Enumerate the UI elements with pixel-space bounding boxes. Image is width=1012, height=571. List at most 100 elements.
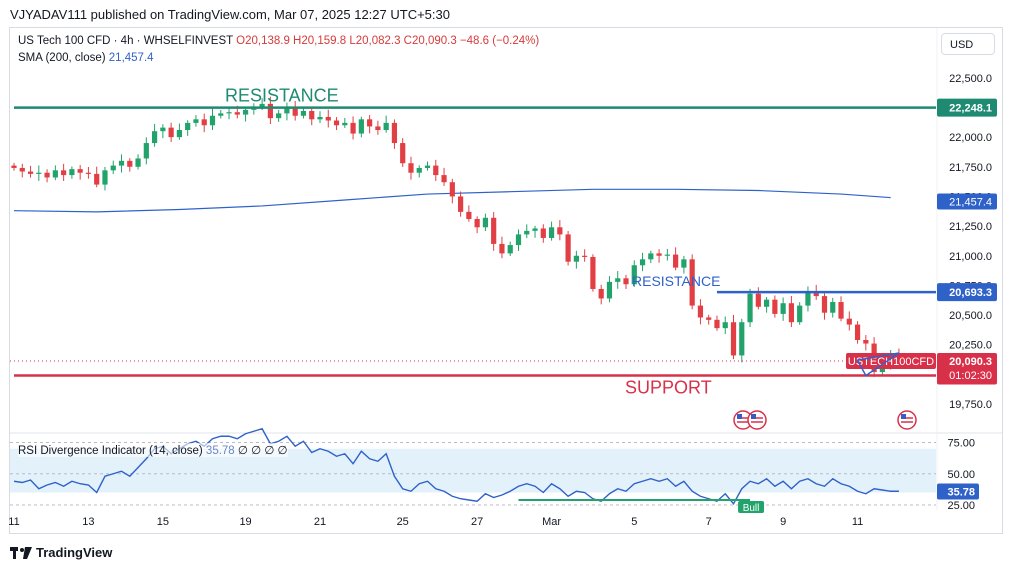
candle-body[interactable] [36, 172, 42, 174]
candle-body[interactable] [11, 165, 17, 168]
candle-body[interactable] [582, 255, 588, 257]
candle-body[interactable] [333, 120, 340, 126]
candle-body[interactable] [160, 127, 166, 132]
candle-body[interactable] [706, 317, 712, 320]
candle-body[interactable] [168, 127, 174, 138]
candle-body[interactable] [722, 322, 728, 329]
candle-body[interactable] [466, 211, 472, 219]
candle-body[interactable] [681, 259, 687, 268]
candle-body[interactable] [441, 175, 447, 183]
candle-body[interactable] [515, 234, 522, 246]
candle-body[interactable] [135, 158, 141, 167]
candle-body[interactable] [788, 303, 795, 323]
candle-body[interactable] [821, 296, 828, 313]
candle-body[interactable] [755, 293, 761, 307]
candle-body[interactable] [805, 291, 811, 306]
candle-body[interactable] [102, 170, 108, 185]
candle-body[interactable] [615, 278, 621, 282]
candle-body[interactable] [77, 169, 83, 173]
candle-body[interactable] [474, 218, 480, 228]
candle-body[interactable] [689, 259, 695, 306]
candle-body[interactable] [590, 256, 596, 289]
candle-body[interactable] [573, 255, 579, 262]
candle-body[interactable] [284, 107, 290, 114]
candle-body[interactable] [143, 143, 149, 159]
candle-body[interactable] [449, 182, 455, 197]
candle-body[interactable] [27, 171, 34, 174]
candle-body[interactable] [52, 170, 58, 178]
candle-body[interactable] [85, 172, 92, 174]
candle-body[interactable] [813, 291, 819, 297]
tradingview-footer[interactable]: TradingView [10, 545, 112, 560]
candle-body[interactable] [350, 122, 356, 134]
candle-body[interactable] [648, 253, 654, 260]
candle-body[interactable] [309, 111, 315, 120]
candle-body[interactable] [532, 228, 538, 231]
candle-body[interactable] [557, 227, 563, 235]
candle-body[interactable] [127, 160, 133, 167]
rsi-label[interactable]: RSI Divergence Indicator (14, close) [18, 445, 203, 457]
candle-body[interactable] [416, 167, 422, 173]
candle-body[interactable] [730, 322, 737, 356]
candle-body[interactable] [491, 217, 497, 244]
candle-body[interactable] [234, 112, 240, 115]
candle-body[interactable] [193, 119, 199, 123]
candle-body[interactable] [300, 111, 307, 116]
candle-body[interactable] [375, 126, 381, 130]
candle-body[interactable] [94, 173, 100, 185]
candle-body[interactable] [44, 172, 50, 178]
candle-body[interactable] [424, 165, 431, 168]
candle-body[interactable] [267, 103, 273, 119]
candle-body[interactable] [598, 288, 604, 299]
candle-body[interactable] [854, 324, 861, 340]
candle-body[interactable] [830, 302, 836, 313]
candle-body[interactable] [433, 165, 439, 176]
sma-label[interactable]: SMA (200, close) [18, 52, 106, 64]
candle-body[interactable] [69, 169, 75, 176]
candle-body[interactable] [714, 319, 720, 329]
candle-body[interactable] [342, 122, 348, 126]
candle-body[interactable] [499, 243, 505, 254]
event-flag-icon[interactable] [747, 410, 767, 430]
triangle-pattern[interactable] [856, 352, 900, 377]
candle-body[interactable] [226, 112, 232, 114]
candle-body[interactable] [185, 122, 191, 130]
candle-body[interactable] [763, 299, 770, 307]
candle-body[interactable] [772, 299, 778, 314]
candle-body[interactable] [317, 116, 323, 120]
event-flag-icon[interactable] [897, 410, 917, 430]
candle-body[interactable] [540, 228, 546, 238]
candle-body[interactable] [631, 265, 637, 285]
candle-body[interactable] [838, 302, 844, 319]
candle-body[interactable] [367, 119, 373, 127]
candle-body[interactable] [697, 305, 704, 318]
candle-body[interactable] [565, 234, 571, 262]
sma-200-line[interactable] [13, 188, 891, 213]
candle-body[interactable] [383, 122, 389, 130]
candle-body[interactable] [673, 254, 679, 268]
candle-body[interactable] [118, 160, 125, 166]
candle-body[interactable] [846, 318, 852, 325]
candle-body[interactable] [276, 113, 282, 119]
candle-body[interactable] [507, 245, 513, 254]
candle-body[interactable] [863, 340, 869, 344]
candle-body[interactable] [606, 281, 613, 299]
candle-body[interactable] [61, 170, 67, 176]
candle-body[interactable] [797, 305, 803, 323]
candle-body[interactable] [201, 119, 207, 126]
candle-body[interactable] [400, 143, 406, 164]
candle-body[interactable] [408, 163, 414, 173]
candle-body[interactable] [259, 103, 265, 108]
candle-body[interactable] [110, 165, 116, 171]
candle-body[interactable] [739, 322, 745, 356]
candle-body[interactable] [151, 131, 158, 144]
candle-body[interactable] [656, 253, 662, 256]
candle-body[interactable] [391, 122, 398, 144]
candle-body[interactable] [639, 259, 646, 266]
currency-button[interactable]: USD [941, 33, 995, 55]
candle-body[interactable] [482, 217, 489, 228]
candle-body[interactable] [524, 230, 530, 235]
candle-body[interactable] [548, 227, 555, 238]
candle-body[interactable] [747, 293, 753, 323]
